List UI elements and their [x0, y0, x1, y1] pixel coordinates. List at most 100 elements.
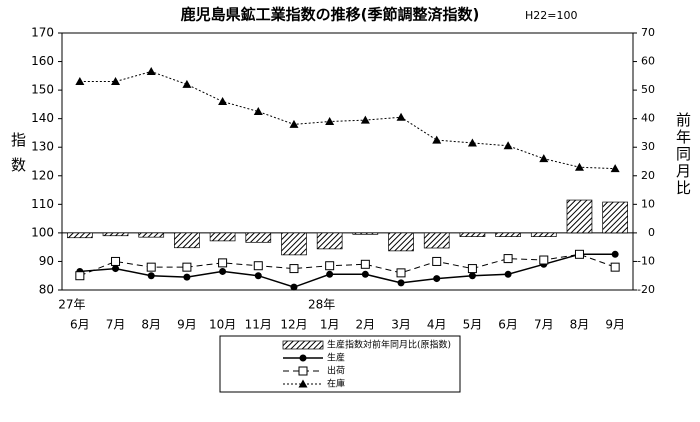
marker	[433, 275, 441, 283]
x-tick-label: 12月	[280, 318, 307, 332]
x-tick-label: 2月	[356, 318, 376, 332]
y2-tick-label: -20	[637, 283, 655, 296]
marker	[610, 164, 620, 173]
marker	[289, 119, 299, 128]
x-tick-label: 4月	[427, 318, 447, 332]
bar	[138, 232, 165, 238]
bar	[174, 232, 200, 249]
x-tick-label: 8月	[570, 318, 590, 332]
bar	[495, 232, 521, 237]
x-tick-label: 11月	[245, 318, 272, 332]
marker	[75, 77, 85, 86]
marker	[111, 256, 121, 266]
marker	[610, 262, 620, 272]
y-tick-label: 150	[31, 83, 54, 97]
x-tick-label: 6月	[70, 318, 90, 332]
legend-box	[219, 335, 461, 393]
bar	[245, 232, 272, 243]
bar	[102, 232, 129, 237]
marker	[360, 115, 370, 124]
legend-entry: 出荷	[283, 365, 345, 377]
y-tick-label: 120	[31, 168, 54, 182]
marker	[326, 270, 334, 278]
x-tick-label: 7月	[106, 318, 126, 332]
y2-tick-label: 10	[641, 197, 655, 210]
marker	[218, 97, 228, 106]
chart-subtitle: H22=100	[525, 9, 577, 22]
series-line	[79, 253, 616, 277]
marker	[574, 249, 584, 259]
y-tick-label: 160	[31, 54, 54, 68]
marker	[289, 264, 299, 274]
marker	[611, 250, 619, 258]
bar	[388, 232, 414, 252]
bar	[530, 232, 557, 237]
marker	[299, 354, 307, 362]
y2-tick-label: 40	[641, 112, 655, 125]
marker	[396, 112, 406, 121]
x-tick-label: 9月	[177, 318, 197, 332]
marker	[146, 262, 156, 272]
marker	[539, 154, 549, 163]
marker	[183, 273, 191, 281]
y2-axis-label: 前年同月比	[674, 112, 692, 197]
marker	[397, 279, 405, 287]
marker	[219, 267, 227, 275]
y-tick-label: 140	[31, 111, 54, 125]
marker	[361, 270, 369, 278]
x-tick-label: 6月	[498, 318, 518, 332]
marker	[298, 366, 308, 376]
marker	[253, 107, 263, 116]
y2-tick-label: 50	[641, 83, 655, 96]
bar	[316, 232, 343, 250]
y2-tick-label: -10	[637, 254, 655, 267]
chart-title: 鹿児島県鉱工業指数の推移(季節調整済指数)	[181, 6, 480, 24]
y-tick-label: 80	[39, 283, 54, 297]
marker	[290, 283, 298, 291]
marker	[325, 117, 335, 126]
series-line	[79, 253, 616, 288]
bar	[602, 201, 628, 234]
legend-entry: 生産	[283, 352, 345, 364]
marker	[182, 79, 192, 88]
marker	[111, 77, 121, 86]
marker	[218, 258, 228, 268]
y-tick-label: 130	[31, 140, 54, 154]
y-tick-label: 100	[31, 225, 54, 239]
x-tick-label: 10月	[209, 318, 236, 332]
legend-entry: 在庫	[283, 378, 345, 390]
x-tick-label: 7月	[534, 318, 554, 332]
bar	[352, 232, 379, 235]
marker	[254, 272, 262, 280]
series-line	[79, 71, 616, 170]
marker	[503, 141, 513, 150]
marker	[182, 262, 192, 272]
y2-tick-label: 0	[648, 226, 655, 239]
bar	[281, 232, 307, 256]
legend-label: 在庫	[327, 378, 345, 390]
legend-swatch	[282, 340, 324, 350]
marker	[467, 264, 477, 274]
marker	[432, 256, 442, 266]
y-tick-label: 170	[31, 26, 54, 40]
y2-tick-label: 60	[641, 55, 655, 68]
bar	[566, 199, 593, 234]
marker	[75, 271, 85, 281]
marker	[504, 270, 512, 278]
x-tick-label: 3月	[391, 318, 411, 332]
y-axis-label: 指数	[9, 132, 27, 182]
bar	[67, 232, 93, 239]
bar	[459, 232, 486, 237]
marker	[360, 259, 370, 269]
marker	[396, 268, 406, 278]
bar	[209, 232, 236, 242]
x-tick-label: 5月	[463, 318, 483, 332]
marker	[503, 254, 513, 264]
marker	[325, 261, 335, 271]
marker	[468, 272, 476, 280]
legend-entry: 生産指数対前年同月比(原指数)	[282, 339, 451, 351]
bar	[423, 232, 450, 249]
marker	[112, 265, 120, 273]
marker	[147, 272, 155, 280]
marker	[467, 138, 477, 147]
